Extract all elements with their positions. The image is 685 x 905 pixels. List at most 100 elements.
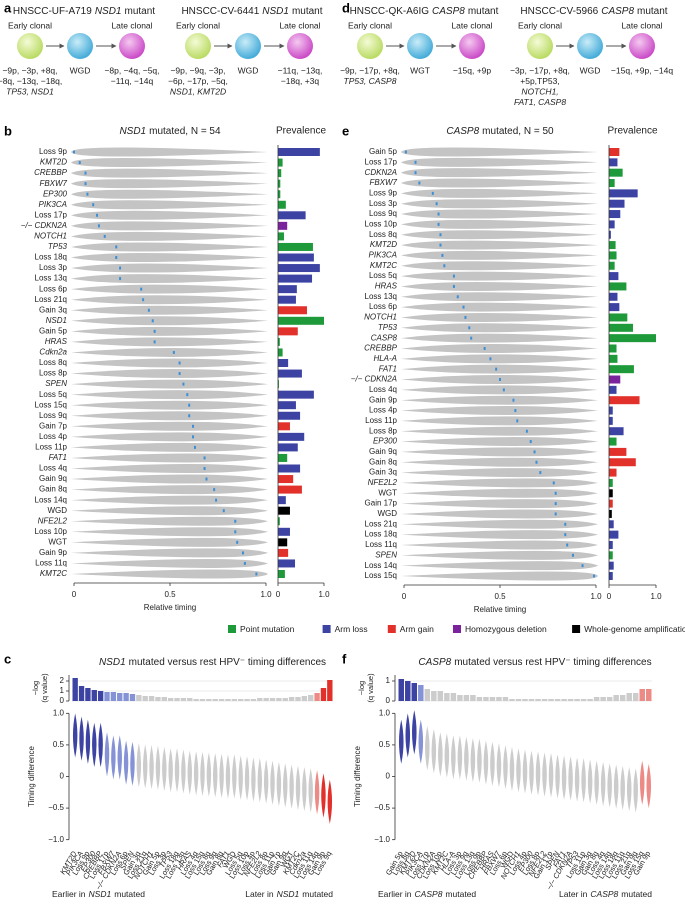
prevalence-bar xyxy=(278,570,285,578)
row-label: Gain 8q xyxy=(39,485,67,494)
violin xyxy=(71,432,268,442)
violin xyxy=(401,550,598,560)
violin xyxy=(401,230,598,240)
y-tick-label: 0 xyxy=(60,772,65,781)
late-events: −15q, +9p, −14q xyxy=(611,65,673,75)
example-title: HNSCC-CV-5966 CASP8 mutant xyxy=(520,6,667,17)
prevalence-bar xyxy=(609,551,613,560)
prevalence-bar xyxy=(278,464,301,473)
median-dot xyxy=(552,481,555,485)
clone-node xyxy=(235,33,261,59)
q-bar xyxy=(327,680,333,701)
violin xyxy=(412,710,417,755)
node-label: WGD xyxy=(238,65,259,75)
legend-label: Homozygous deletion xyxy=(465,624,547,634)
violin xyxy=(425,725,430,771)
violin xyxy=(401,530,598,540)
median-dot xyxy=(96,213,99,217)
violin xyxy=(451,735,456,780)
violin xyxy=(71,326,268,336)
y-tick-label: 0.5 xyxy=(53,740,65,749)
prevalence-bar xyxy=(278,211,306,220)
q-bar xyxy=(613,695,619,701)
violin xyxy=(633,768,638,813)
prevalence-bar xyxy=(278,401,296,410)
median-dot xyxy=(97,224,100,228)
prevalence-bar xyxy=(609,478,613,487)
prevalence-bar xyxy=(609,458,636,467)
q-bar xyxy=(639,689,645,701)
violin xyxy=(117,735,122,780)
title-gene: CASP8 xyxy=(446,126,479,137)
row-label: CASP8 xyxy=(371,333,398,342)
row-label: Loss 13q xyxy=(35,274,67,283)
legend-swatch xyxy=(387,625,396,633)
row-label: Loss 8p xyxy=(369,426,398,435)
violin xyxy=(71,537,268,547)
row-label: −/− CDKN2A xyxy=(351,375,397,384)
violin xyxy=(464,736,469,781)
row-label: Gain 9p xyxy=(39,548,68,557)
violin xyxy=(401,168,598,178)
violin xyxy=(257,758,263,803)
q-bar xyxy=(129,694,136,701)
row-label: Loss 17p xyxy=(35,210,68,219)
row-label: Loss 18q xyxy=(35,253,67,262)
prevalence-bar xyxy=(609,210,621,219)
q-bar xyxy=(593,697,600,701)
row-label: Loss 9q xyxy=(369,209,397,218)
example-title: HNSCC-UF-A719 NSD1 mutant xyxy=(13,6,155,17)
median-dot xyxy=(439,233,442,237)
direction-note: Later in NSD1 mutated xyxy=(245,889,333,899)
note-part: Later in xyxy=(245,889,274,899)
violin xyxy=(401,271,598,281)
prevalence-bar xyxy=(609,241,616,250)
row-label: CREBBP xyxy=(364,344,398,353)
prevalence-bar xyxy=(278,306,307,315)
q-bar xyxy=(142,696,148,701)
prevalence-bar xyxy=(609,261,615,270)
row-label: KMT2C xyxy=(370,261,397,270)
row-label: Loss 21q xyxy=(365,519,397,528)
row-label: Loss 4p xyxy=(39,432,68,441)
violin xyxy=(613,764,619,809)
example-title: HNSCC-QK-A6IG CASP8 mutant xyxy=(350,6,499,17)
note-part: Later in xyxy=(559,889,588,899)
x-tick-label: 0 xyxy=(276,590,281,599)
prevalence-bar xyxy=(278,158,283,167)
violin xyxy=(71,558,268,568)
prevalence-bar xyxy=(609,354,618,363)
prevalence-bar xyxy=(609,220,615,229)
node-label: Early clonal xyxy=(176,20,220,30)
median-dot xyxy=(86,192,89,196)
node-label: Late clonal xyxy=(621,20,662,30)
violin xyxy=(401,416,598,426)
violin xyxy=(401,478,598,488)
prevalence-bar xyxy=(609,540,613,549)
y-tick-label: −0.5 xyxy=(374,803,390,812)
q-bar xyxy=(626,693,632,701)
q-bar xyxy=(431,691,437,701)
row-label: WGD xyxy=(377,509,397,518)
row-label: Loss 17p xyxy=(365,157,398,166)
violin xyxy=(302,767,307,812)
median-dot xyxy=(222,509,225,513)
row-label: HRAS xyxy=(375,282,398,291)
prevalence-bar xyxy=(609,468,617,477)
note-part: NSD1 xyxy=(277,889,300,899)
q-tick-label: 1 xyxy=(386,676,391,685)
title-suffix: mutant xyxy=(637,6,668,17)
note-part: mutated xyxy=(114,889,145,899)
q-bar xyxy=(606,697,613,701)
violin xyxy=(401,209,598,219)
violin xyxy=(401,312,598,322)
violin xyxy=(71,453,268,463)
violin xyxy=(71,485,268,495)
clone-node xyxy=(67,33,93,59)
row-label: FAT1 xyxy=(49,453,67,462)
note-part: mutated xyxy=(302,889,333,899)
median-dot xyxy=(236,540,239,544)
prevalence-bar xyxy=(278,190,281,199)
violin xyxy=(542,752,547,797)
violin xyxy=(263,759,269,804)
